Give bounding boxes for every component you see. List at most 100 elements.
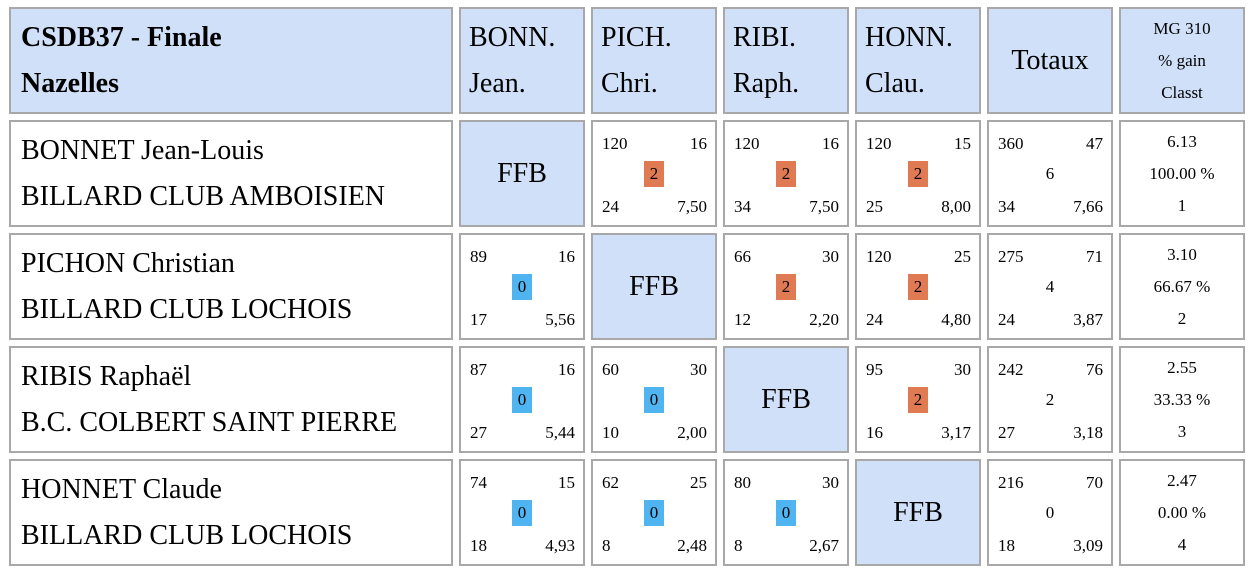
- match-score-cell: 87 16 0 27 5,44: [459, 346, 585, 453]
- match-points-badge: 2: [908, 160, 928, 187]
- ffb-cell: FFB: [723, 346, 849, 453]
- rank: 2: [1177, 308, 1187, 328]
- column-header-mg: MG 310 % gain Classt: [1119, 7, 1245, 114]
- player-row: BONNET Jean-Louis BILLARD CLUB AMBOISIEN F…: [9, 120, 1245, 227]
- average: 5,44: [545, 423, 575, 442]
- innings: 15: [558, 473, 575, 492]
- competition-name: CSDB37 - Finale: [21, 21, 222, 53]
- innings: 25: [954, 247, 971, 266]
- competition-title: CSDB37 - Finale Nazelles: [9, 7, 453, 114]
- player-name: PICHON Christian: [21, 247, 235, 279]
- match-score-cell: 120 16 2 34 7,50: [723, 120, 849, 227]
- average: 2,67: [809, 536, 839, 555]
- player-name: RIBIS Raphaël: [21, 360, 192, 392]
- match-score-cell: 95 30 2 16 3,17: [855, 346, 981, 453]
- innings: 16: [690, 134, 707, 153]
- general-average: 7,66: [1073, 197, 1103, 216]
- best-series-total: 24: [998, 310, 1015, 329]
- match-score-cell: 89 16 0 17 5,56: [459, 233, 585, 340]
- match-score-cell: 120 15 2 25 8,00: [855, 120, 981, 227]
- innings: 30: [954, 360, 971, 379]
- average: 5,56: [545, 310, 575, 329]
- column-header-honnet: HONN. Clau.: [855, 7, 981, 114]
- column-header-bonnet: BONN. Jean.: [459, 7, 585, 114]
- mg-value: 6.13: [1167, 131, 1197, 151]
- best-series-total: 27: [998, 423, 1015, 442]
- column-header-totals: Totaux: [987, 7, 1113, 114]
- match-points-badge: 0: [776, 499, 796, 526]
- match-points-badge: 2: [908, 273, 928, 300]
- player-name: HONNET Claude: [21, 473, 222, 505]
- best-series: 8: [734, 536, 743, 555]
- innings: 16: [558, 360, 575, 379]
- header-row: CSDB37 - Finale Nazelles BONN. Jean. PIC…: [9, 7, 1245, 114]
- mg-value: 2.47: [1167, 470, 1197, 490]
- ranking-cell: 2.55 33.33 % 3: [1119, 346, 1245, 453]
- total-match-points: 4: [1045, 276, 1055, 296]
- results-table: CSDB37 - Finale Nazelles BONN. Jean. PIC…: [3, 1, 1251, 572]
- total-points: 275: [998, 247, 1024, 266]
- general-average: 3,18: [1073, 423, 1103, 442]
- points-scored: 80: [734, 473, 751, 492]
- points-scored: 62: [602, 473, 619, 492]
- best-series: 16: [866, 423, 883, 442]
- innings: 25: [690, 473, 707, 492]
- gain-percent: 100.00 %: [1149, 163, 1215, 183]
- ranking-cell: 6.13 100.00 % 1: [1119, 120, 1245, 227]
- match-points-badge: 2: [776, 160, 796, 187]
- total-points: 216: [998, 473, 1024, 492]
- match-points-badge: 0: [512, 499, 532, 526]
- totals-cell: 275 71 4 24 3,87: [987, 233, 1113, 340]
- general-average: 3,09: [1073, 536, 1103, 555]
- points-scored: 120: [602, 134, 628, 153]
- totals-cell: 242 76 2 27 3,18: [987, 346, 1113, 453]
- mg-value: 2.55: [1167, 357, 1197, 377]
- points-scored: 60: [602, 360, 619, 379]
- best-series: 24: [866, 310, 883, 329]
- player-club: BILLARD CLUB AMBOISIEN: [21, 180, 386, 212]
- match-points-badge: 0: [512, 273, 532, 300]
- totals-cell: 216 70 0 18 3,09: [987, 459, 1113, 566]
- match-score-cell: 62 25 0 8 2,48: [591, 459, 717, 566]
- gain-percent: 66.67 %: [1153, 276, 1211, 296]
- match-score-cell: 80 30 0 8 2,67: [723, 459, 849, 566]
- rank: 4: [1177, 534, 1187, 554]
- match-score-cell: 74 15 0 18 4,93: [459, 459, 585, 566]
- match-score-cell: 120 25 2 24 4,80: [855, 233, 981, 340]
- best-series-total: 18: [998, 536, 1015, 555]
- average: 4,80: [941, 310, 971, 329]
- rank: 1: [1177, 195, 1187, 215]
- average: 4,93: [545, 536, 575, 555]
- average: 7,50: [677, 197, 707, 216]
- points-scored: 74: [470, 473, 487, 492]
- best-series: 17: [470, 310, 487, 329]
- competition-venue: Nazelles: [21, 67, 119, 99]
- player-info: PICHON Christian BILLARD CLUB LOCHOIS: [9, 233, 453, 340]
- mg-value: 3.10: [1167, 244, 1197, 264]
- match-points-badge: 2: [908, 386, 928, 413]
- best-series: 24: [602, 197, 619, 216]
- best-series: 10: [602, 423, 619, 442]
- total-match-points: 0: [1045, 502, 1055, 522]
- innings: 30: [690, 360, 707, 379]
- match-score-cell: 120 16 2 24 7,50: [591, 120, 717, 227]
- total-match-points: 2: [1045, 389, 1055, 409]
- best-series: 27: [470, 423, 487, 442]
- ffb-cell: FFB: [855, 459, 981, 566]
- player-info: BONNET Jean-Louis BILLARD CLUB AMBOISIEN: [9, 120, 453, 227]
- player-row: PICHON Christian BILLARD CLUB LOCHOIS 89 16…: [9, 233, 1245, 340]
- points-scored: 87: [470, 360, 487, 379]
- points-scored: 95: [866, 360, 883, 379]
- match-score-cell: 66 30 2 12 2,20: [723, 233, 849, 340]
- gain-percent: 0.00 %: [1157, 502, 1207, 522]
- general-average: 3,87: [1073, 310, 1103, 329]
- average: 2,48: [677, 536, 707, 555]
- player-name: BONNET Jean-Louis: [21, 134, 264, 166]
- match-points-badge: 2: [644, 160, 664, 187]
- player-club: BILLARD CLUB LOCHOIS: [21, 519, 353, 551]
- best-series-total: 34: [998, 197, 1015, 216]
- match-points-badge: 0: [644, 499, 664, 526]
- player-info: RIBIS Raphaël B.C. COLBERT SAINT PIERRE: [9, 346, 453, 453]
- match-points-badge: 0: [512, 386, 532, 413]
- match-points-badge: 2: [776, 273, 796, 300]
